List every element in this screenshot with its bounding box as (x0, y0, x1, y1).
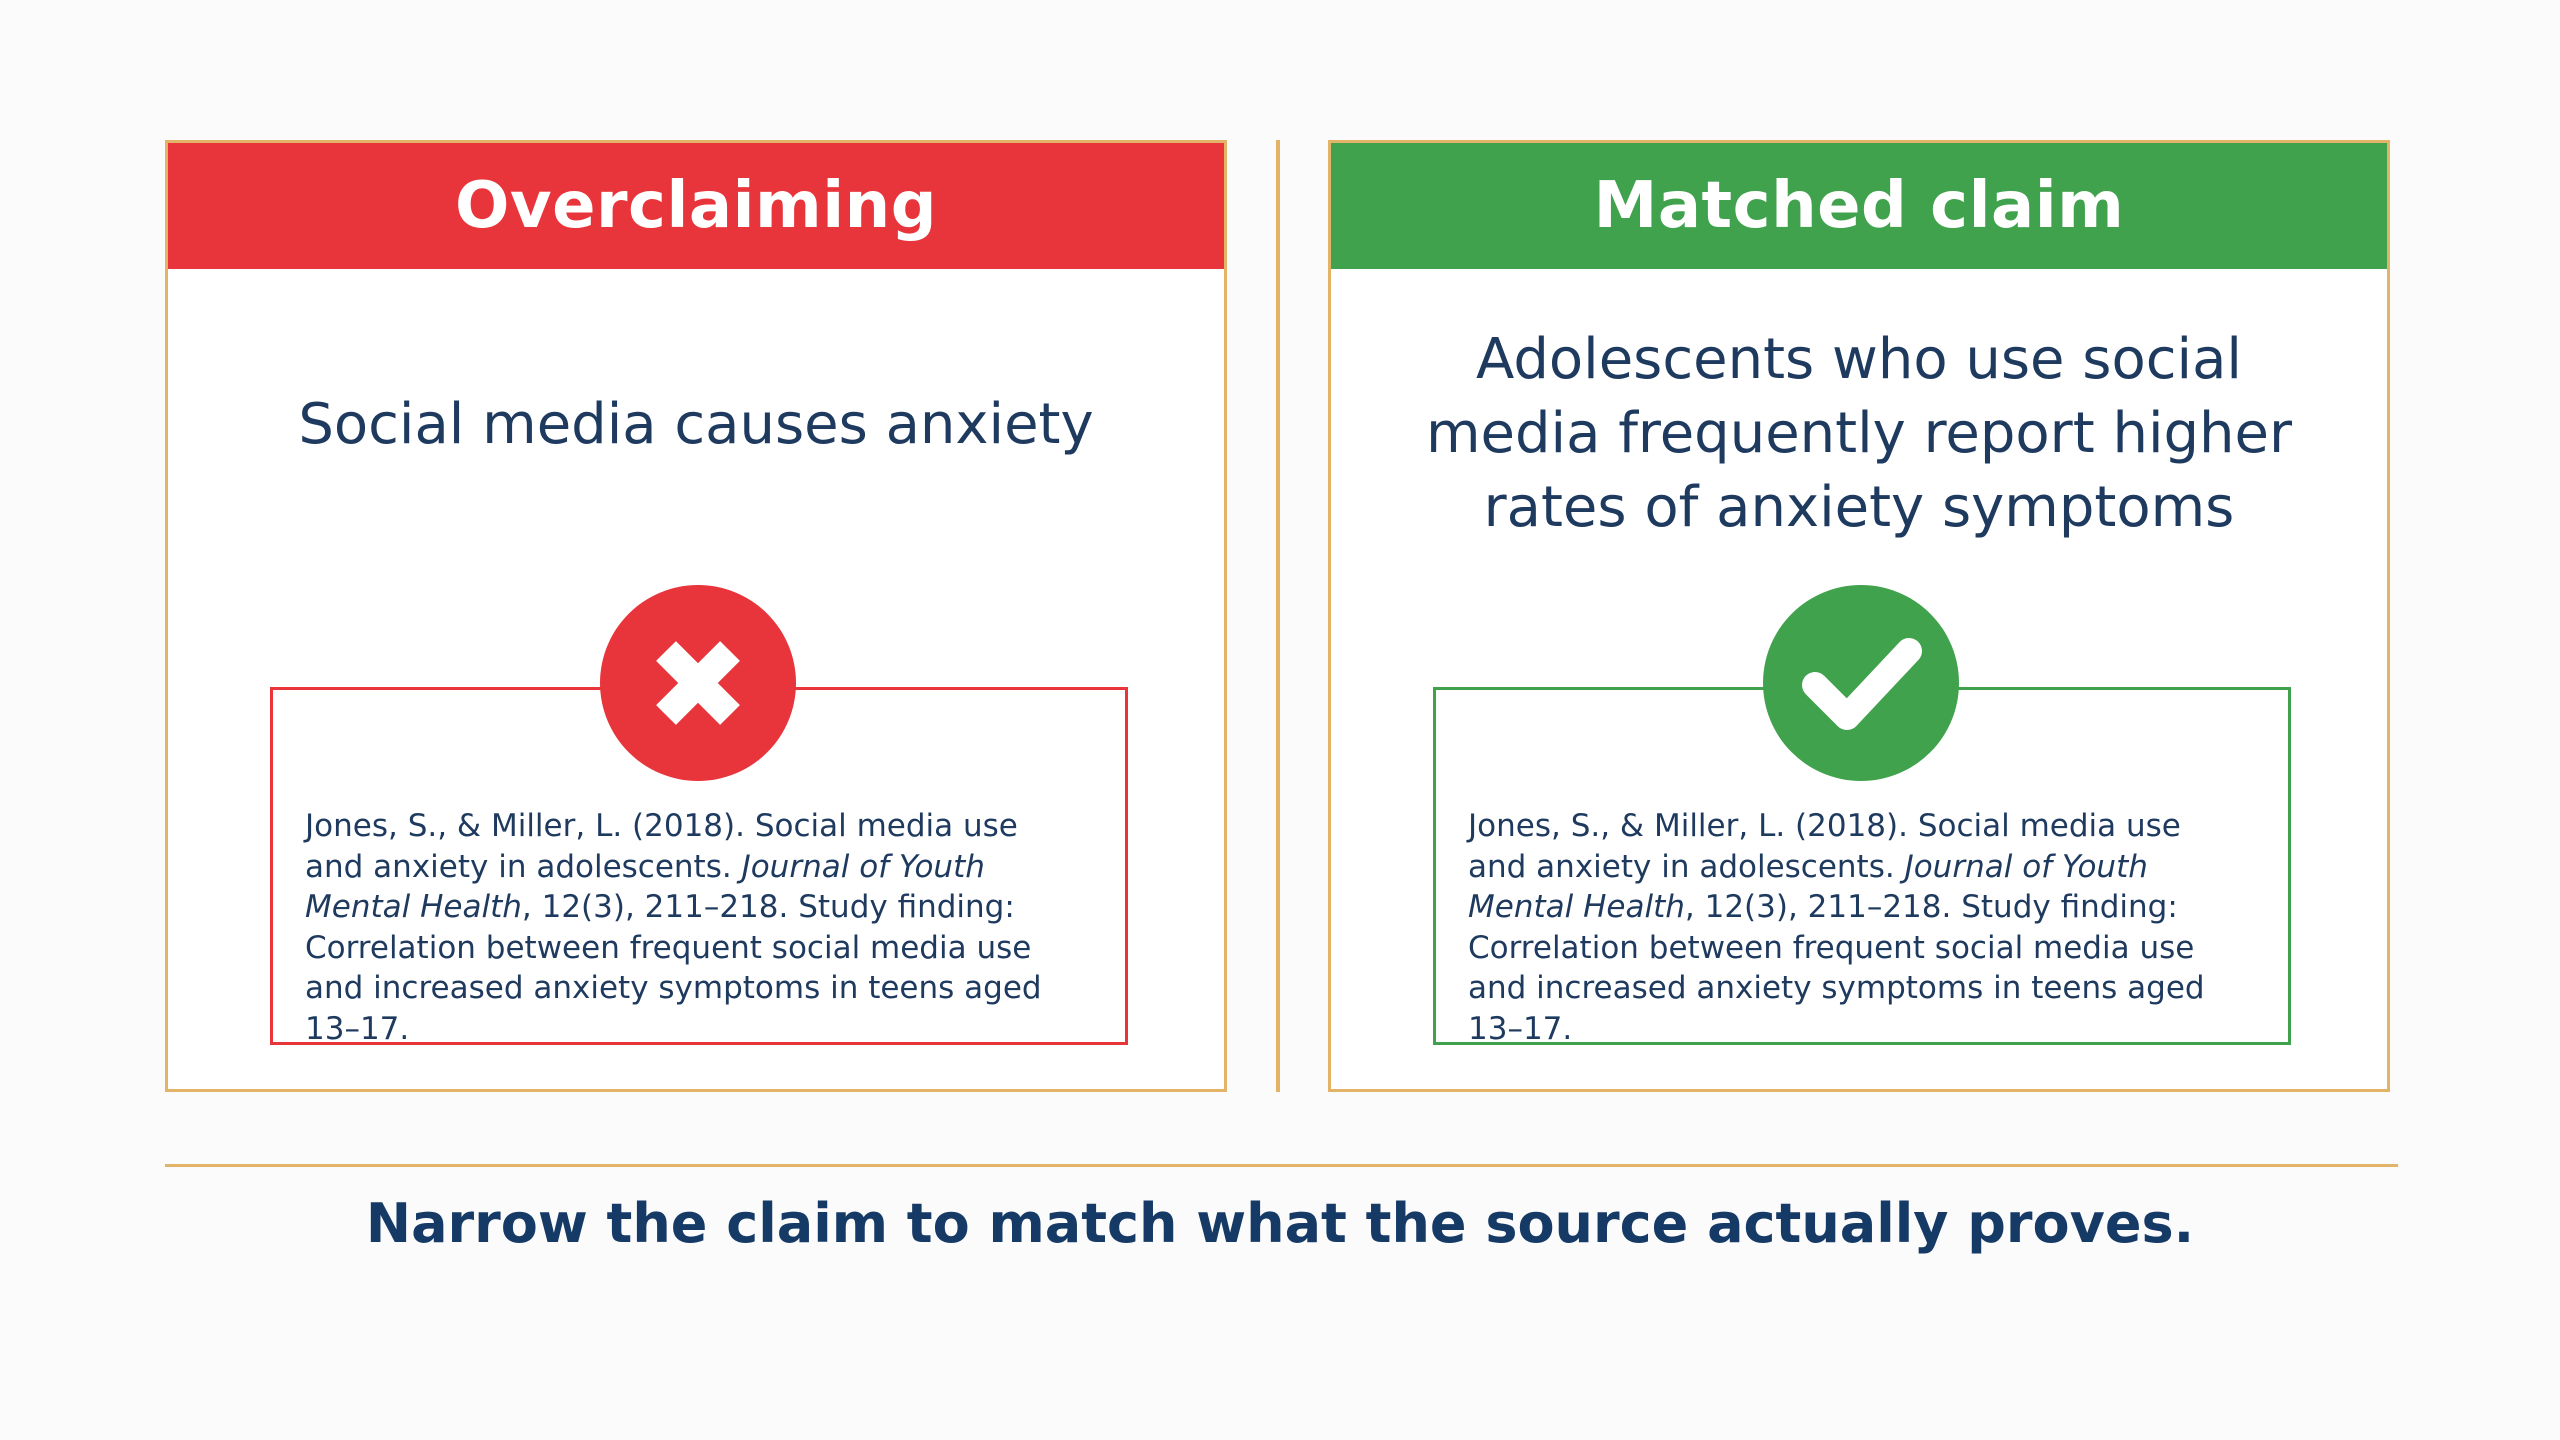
matched-claim-panel: Matched claim Adolescents who use social… (1328, 140, 2390, 1092)
matched-claim-source-citation: Jones, S., & Miller, L. (2018). Social m… (1468, 806, 2248, 1049)
matched-claim-text: Adolescents who use social media frequen… (1425, 327, 2293, 540)
overclaiming-source-citation: Jones, S., & Miller, L. (2018). Social m… (305, 806, 1085, 1049)
citation-details: , 12(3), 211–218. Study finding: Correla… (1468, 889, 2205, 1047)
citation-authors-title: Jones, S., & Miller, L. (2018). Social m… (1468, 808, 2181, 885)
x-mark-icon (600, 585, 796, 781)
citation-journal: Journal of Youth Mental Health (1468, 848, 2148, 926)
matched-claim-header: Matched claim (1331, 143, 2387, 269)
overclaiming-header: Overclaiming (168, 143, 1224, 269)
horizontal-divider (165, 1164, 2398, 1167)
takeaway-message: Narrow the claim to match what the sourc… (365, 1192, 2195, 1255)
citation-authors-title: Jones, S., & Miller, L. (2018). Social m… (305, 808, 1018, 885)
vertical-divider (1276, 140, 1280, 1092)
check-mark-icon (1763, 585, 1959, 781)
overclaiming-panel: Overclaiming Social media causes anxiety… (165, 140, 1227, 1092)
overclaiming-claim: Social media causes anxiety (298, 392, 1094, 457)
citation-journal: Journal of Youth Mental Health (305, 848, 985, 926)
citation-details: , 12(3), 211–218. Study finding: Correla… (305, 889, 1042, 1047)
